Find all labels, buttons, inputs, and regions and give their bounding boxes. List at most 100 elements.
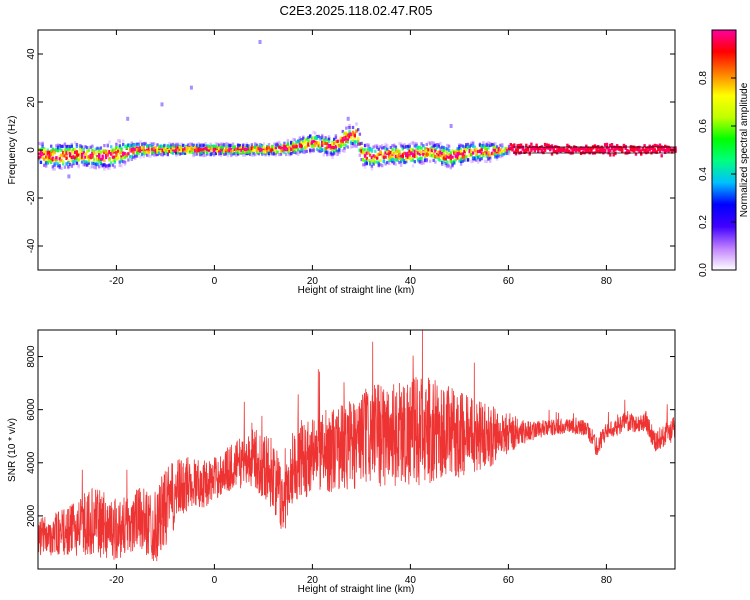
spectrogram-cell [497, 154, 500, 158]
spectrogram-cell [142, 146, 145, 150]
spectrogram-cell [127, 143, 130, 147]
spectrogram-cell [459, 143, 463, 147]
spectrogram-cell [82, 163, 85, 167]
spectrogram-cell [461, 152, 464, 156]
spectrogram-cell [672, 147, 675, 151]
spectrogram-cell [56, 162, 60, 166]
spectrogram-cell [149, 144, 152, 148]
spectrogram-cell [394, 149, 398, 153]
spectrogram-cell [441, 156, 444, 161]
spectrogram-cell [123, 155, 127, 159]
spectrogram-cell [156, 150, 159, 154]
spectrogram-cell [664, 149, 667, 153]
spectrogram-cell [420, 161, 423, 165]
spectrogram-cell [499, 151, 502, 155]
spectrogram-cell [111, 158, 115, 162]
spectrogram-cell [658, 147, 662, 151]
spectrogram-cell [444, 164, 447, 168]
spectrogram-cell [312, 139, 315, 144]
spectrogram-cell [87, 161, 91, 165]
spectrogram-cell [106, 152, 109, 156]
spectrogram-cell [458, 145, 461, 149]
spectrogram-cell [250, 149, 254, 153]
spectrogram-cell [497, 148, 500, 152]
spectrogram-cell [571, 149, 574, 153]
spectrogram-cell [588, 150, 591, 154]
spectrogram-cell [552, 146, 555, 150]
spectrogram-cell [96, 155, 99, 159]
spectrogram-cell [68, 145, 72, 149]
spectrogram-cell [115, 146, 118, 150]
spectrogram-cell [103, 163, 106, 167]
spectrogram-cell [348, 135, 351, 139]
spectrogram-cell [336, 143, 339, 147]
spectrogram-cell [110, 145, 113, 149]
spectrogram-cell [422, 144, 425, 148]
spectrogram-cell [303, 146, 307, 150]
spectrogram-cell [473, 148, 476, 152]
spectrogram-cell [125, 153, 128, 157]
spectrogram-cell [182, 144, 185, 148]
spectrogram-x-axis-label: Height of straight line (km) [298, 285, 415, 296]
spectrogram-cell [331, 155, 334, 159]
spectrogram-cell [429, 147, 432, 151]
spectrogram-cell [267, 151, 271, 156]
spectrogram-cell [156, 152, 159, 157]
spectrogram-cell [343, 132, 346, 136]
spectrogram-cell [75, 161, 79, 165]
spectrogram-cell [430, 149, 434, 153]
spectrogram-cell [122, 139, 125, 143]
spectrogram-cell [254, 145, 257, 149]
spectrogram-cell [511, 144, 514, 148]
spectrogram-cell [139, 140, 142, 144]
spectrogram-cell [346, 125, 350, 130]
spectrogram-cell [103, 144, 106, 148]
spectrogram-cell [86, 155, 89, 159]
spectrogram-cell [53, 158, 56, 162]
spectrogram-cell [451, 155, 454, 159]
spectrogram-cell [94, 165, 97, 169]
spectrogram-cell [159, 152, 163, 157]
spectrogram-cell [188, 147, 192, 151]
spectrogram-cell [341, 129, 344, 134]
spectrogram-cell [487, 141, 490, 145]
spectrogram-cell [111, 155, 115, 159]
spectrogram-cell [365, 143, 368, 147]
spectrogram-cell [279, 146, 283, 150]
spectrogram-cell [200, 148, 204, 152]
spectrogram-cell [75, 150, 79, 154]
spectrogram-cell [473, 156, 476, 160]
spectrogram-cell [480, 145, 483, 149]
spectrogram-cell [396, 158, 399, 162]
spectrogram-cell [405, 152, 408, 156]
spectrogram-cell [103, 159, 106, 163]
spectrogram-cell [507, 144, 511, 148]
spectrogram-cell [410, 141, 413, 145]
spectrogram-cell [283, 141, 286, 145]
spectrogram-cell [74, 148, 77, 152]
spectrogram-cell [624, 146, 627, 150]
spectrogram-cell [46, 148, 49, 152]
spectrogram-cell [538, 146, 542, 150]
spectrogram-cell [384, 151, 387, 155]
spectrogram-cell [266, 149, 269, 154]
spectrogram-cell [398, 149, 401, 153]
spectrogram-cell [113, 165, 116, 169]
spectrogram-cell [307, 139, 310, 143]
spectrogram-cell [300, 145, 303, 149]
spectrogram-cell [99, 150, 103, 154]
spectrogram-cell [310, 140, 314, 144]
spectrogram-cell [190, 143, 193, 147]
spectrogram-cell [447, 153, 451, 157]
spectrogram-cell [315, 136, 319, 140]
spectrogram-cell [257, 150, 260, 154]
spectrogram-cell [557, 148, 560, 152]
spectrogram-cell [188, 142, 192, 146]
spectrogram-cell [369, 153, 372, 157]
spectrogram-cell [116, 147, 120, 151]
spectrogram-cell [302, 150, 305, 154]
spectrogram-cell [451, 164, 454, 168]
spectrogram-cell [482, 154, 485, 158]
spectrogram-cell [192, 146, 195, 150]
spectrogram-cell [221, 146, 224, 150]
